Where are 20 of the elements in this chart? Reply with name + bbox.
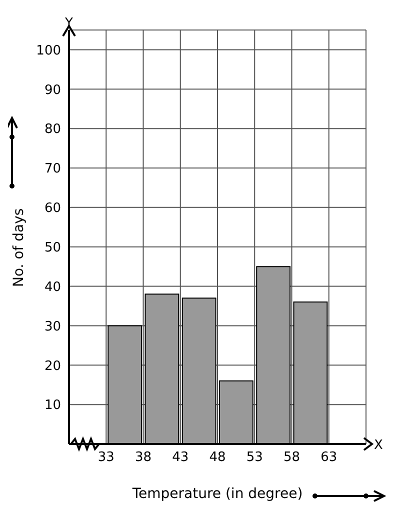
x-tick-label: 38 <box>134 450 152 466</box>
y-tick-label: 100 <box>36 43 61 58</box>
x-axis-title: Temperature (in degree) <box>131 486 303 502</box>
x-tick-label: 43 <box>172 450 189 466</box>
y-tick-label: 70 <box>44 162 61 177</box>
y-axis-title: No. of days <box>10 208 27 287</box>
y-tick-label: 20 <box>44 358 61 374</box>
y-tick-label: 30 <box>44 319 61 334</box>
y-tick-label: 80 <box>44 122 61 138</box>
x-tick-label: 53 <box>246 450 263 466</box>
y-tick-label: 40 <box>44 280 61 295</box>
y-tick-label: 50 <box>44 240 61 256</box>
x-tick-label: 58 <box>283 450 300 466</box>
text: X <box>374 438 383 453</box>
x-tick-label: 33 <box>98 450 114 466</box>
x-tick-label: 48 <box>209 450 226 466</box>
x-tick-label: 63 <box>320 450 338 466</box>
y-tick-label: 60 <box>44 201 61 216</box>
y-tick-label: 90 <box>44 82 61 98</box>
y-tick-label: 10 <box>44 398 61 414</box>
